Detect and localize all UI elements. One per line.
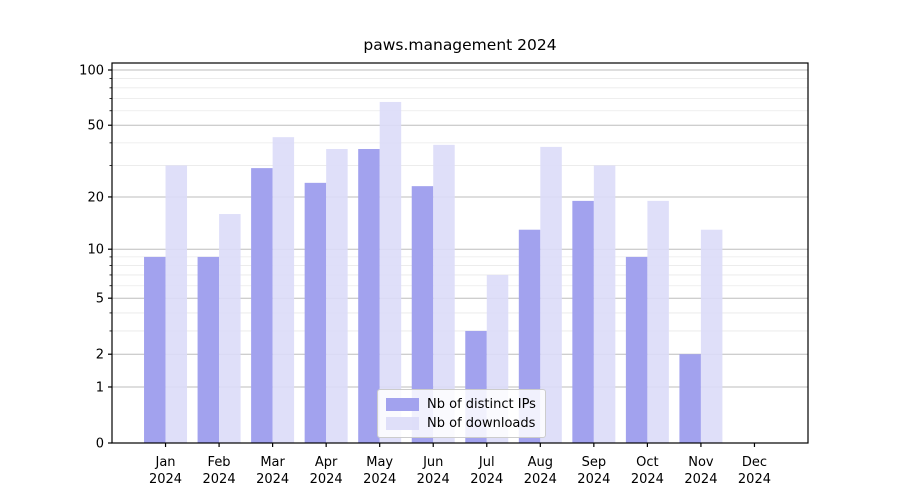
x-tick-label-year: 2024 bbox=[256, 472, 289, 487]
x-tick-label-year: 2024 bbox=[738, 472, 771, 487]
bar-distinct-ips-sep bbox=[572, 200, 594, 443]
bar-distinct-ips-nov bbox=[679, 354, 701, 443]
bar-distinct-ips-mar bbox=[251, 168, 273, 443]
y-tick-label: 100 bbox=[79, 64, 104, 79]
bar-downloads-mar bbox=[272, 137, 295, 443]
y-tick-label: 20 bbox=[87, 190, 104, 205]
bar-downloads-nov bbox=[700, 229, 723, 443]
x-tick-label-year: 2024 bbox=[310, 472, 343, 487]
legend-label-distinct-ips: Nb of distinct IPs bbox=[427, 396, 536, 412]
x-tick-label-month: Dec bbox=[742, 455, 767, 470]
x-tick-label-year: 2024 bbox=[363, 472, 396, 487]
x-tick-label-year: 2024 bbox=[203, 472, 236, 487]
x-tick-label-month: Apr bbox=[315, 455, 338, 470]
legend-swatch-downloads bbox=[386, 416, 419, 430]
x-tick-label-year: 2024 bbox=[577, 472, 610, 487]
bar-distinct-ips-jan bbox=[144, 256, 166, 443]
x-tick-label-month: Sep bbox=[582, 455, 607, 470]
y-tick-label: 1 bbox=[96, 380, 104, 395]
y-tick-label: 10 bbox=[87, 243, 104, 258]
x-tick-label-year: 2024 bbox=[470, 472, 503, 487]
bar-downloads-feb bbox=[219, 214, 241, 443]
axes-spines bbox=[111, 62, 809, 444]
x-tick-label-year: 2024 bbox=[149, 472, 182, 487]
x-tick-label-month: Jan bbox=[155, 455, 176, 470]
legend-item-distinct-ips: Nb of distinct IPs bbox=[386, 397, 545, 412]
x-tick-label-month: Nov bbox=[688, 455, 714, 470]
x-tick-label-month: Aug bbox=[528, 455, 553, 470]
y-tick-label: 2 bbox=[96, 348, 104, 363]
legend-swatch-distinct-ips bbox=[386, 397, 419, 411]
x-tick-label-month: May bbox=[366, 455, 393, 470]
y-tick-label: 0 bbox=[96, 437, 104, 452]
legend-item-downloads: Nb of downloads bbox=[386, 416, 545, 431]
bar-downloads-may bbox=[379, 101, 402, 443]
bar-distinct-ips-feb bbox=[197, 256, 220, 443]
bar-downloads-aug bbox=[540, 146, 562, 443]
x-tick-label-month: Jun bbox=[422, 455, 443, 470]
x-tick-label-year: 2024 bbox=[684, 472, 717, 487]
x-tick-label-month: Jul bbox=[478, 455, 495, 470]
bar-downloads-sep bbox=[593, 165, 616, 443]
x-tick-label-month: Oct bbox=[636, 455, 658, 470]
y-tick-label: 50 bbox=[87, 119, 104, 134]
bar-downloads-jun bbox=[433, 144, 455, 444]
x-tick-label-year: 2024 bbox=[524, 472, 557, 487]
bar-downloads-oct bbox=[647, 200, 669, 443]
legend: Nb of distinct IPs Nb of downloads bbox=[377, 389, 546, 438]
bar-distinct-ips-jun bbox=[411, 186, 434, 444]
x-tick-label-year: 2024 bbox=[631, 472, 664, 487]
x-tick-label-month: Feb bbox=[208, 455, 231, 470]
bar-distinct-ips-may bbox=[358, 149, 380, 443]
chart-title: paws.management 2024 bbox=[363, 36, 557, 54]
legend-label-downloads: Nb of downloads bbox=[427, 415, 536, 431]
bar-distinct-ips-apr bbox=[304, 182, 327, 443]
x-tick-label-year: 2024 bbox=[417, 472, 450, 487]
y-tick-label: 5 bbox=[96, 292, 104, 307]
bar-downloads-apr bbox=[326, 149, 348, 443]
bar-downloads-jan bbox=[165, 165, 188, 443]
x-tick-label-month: Mar bbox=[260, 455, 285, 470]
bar-distinct-ips-oct bbox=[625, 256, 648, 443]
